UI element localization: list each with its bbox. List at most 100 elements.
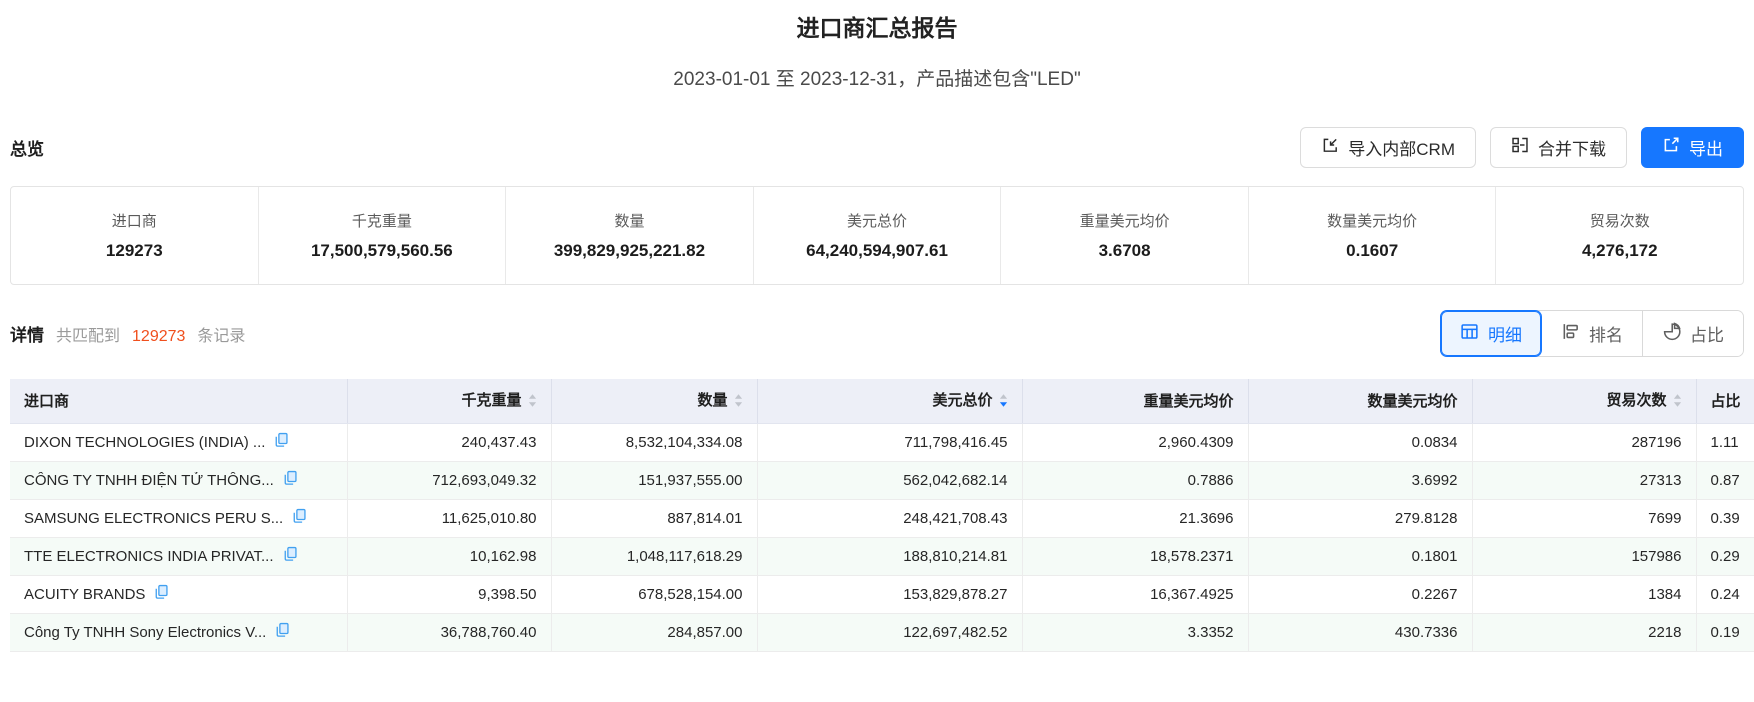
tab-ranking[interactable]: 排名 (1541, 311, 1642, 356)
cell-usd-total: 153,829,878.27 (756, 575, 1022, 614)
cell-trade-count: 1384 (1471, 575, 1696, 614)
importer-name: Công Ty TNHH Sony Electronics V... (24, 623, 267, 641)
col-header-usd-total[interactable]: 美元总价 (756, 379, 1022, 424)
cell-usd-total: 711,798,416.45 (756, 423, 1022, 462)
cell-usd-per-weight: 3.3352 (1021, 613, 1248, 652)
cell-kg-weight: 11,625,010.80 (346, 499, 551, 538)
page-title: 进口商汇总报告 (796, 15, 958, 41)
importer-name: SAMSUNG ELECTRONICS PERU S... (24, 509, 284, 527)
overview-stats-card: 进口商 129273 千克重量 17,500,579,560.56 数量 399… (10, 186, 1744, 285)
ranking-icon (1561, 322, 1580, 346)
match-prefix: 共匹配到 (56, 328, 121, 345)
cell-usd-per-weight: 16,367.4925 (1021, 575, 1248, 614)
match-count: 129273 (132, 328, 186, 345)
importer-name: TTE ELECTRONICS INDIA PRIVAT... (24, 547, 274, 565)
cell-usd-per-weight: 0.7886 (1021, 461, 1248, 500)
cell-usd-per-weight: 2,960.4309 (1021, 423, 1248, 462)
cell-usd-per-qty: 430.7336 (1247, 613, 1472, 652)
tab-proportion[interactable]: 占比 (1642, 311, 1743, 356)
cell-usd-per-weight: 18,578.2371 (1021, 537, 1248, 576)
table-row: DIXON TECHNOLOGIES (INDIA) ... 240,437.4… (10, 423, 1754, 462)
table-grid-icon (1460, 322, 1479, 346)
importer-table-container: 进口商 千克重量 数量 美元总价 重量美元均价 数量美元均价 贸易次数 占比 D… (10, 379, 1754, 652)
merge-icon (1511, 136, 1529, 159)
cell-kg-weight: 9,398.50 (346, 575, 551, 614)
view-tab-group: 明细 排名 占比 (1440, 310, 1744, 357)
stat-usd-per-qty: 数量美元均价 0.1607 (1247, 187, 1496, 284)
copy-icon[interactable] (283, 546, 298, 566)
importer-name: ACUITY BRANDS (24, 585, 146, 603)
col-header-trade-count[interactable]: 贸易次数 (1471, 379, 1696, 424)
tab-detail[interactable]: 明细 (1441, 311, 1541, 356)
stat-kg-weight: 千克重量 17,500,579,560.56 (257, 187, 506, 284)
cell-usd-per-weight: 21.3696 (1021, 499, 1248, 538)
cell-quantity: 151,937,555.00 (550, 461, 757, 500)
cell-quantity: 284,857.00 (550, 613, 757, 652)
copy-icon[interactable] (283, 470, 298, 490)
details-heading-group: 详情 共匹配到 129273 条记录 (10, 321, 245, 346)
table-row: CÔNG TY TNHH ĐIỆN TỬ THÔNG... 712,693,04… (10, 461, 1754, 500)
cell-trade-count: 27313 (1471, 461, 1696, 500)
stat-usd-per-weight: 重量美元均价 3.6708 (1000, 187, 1248, 284)
importer-name: DIXON TECHNOLOGIES (INDIA) ... (24, 433, 266, 451)
table-row: Công Ty TNHH Sony Electronics V... 36,78… (10, 613, 1754, 652)
merge-download-button[interactable]: 合并下载 (1490, 127, 1627, 168)
cell-trade-count: 7699 (1471, 499, 1696, 538)
cell-usd-per-qty: 3.6992 (1247, 461, 1472, 500)
importer-table: 进口商 千克重量 数量 美元总价 重量美元均价 数量美元均价 贸易次数 占比 D… (10, 379, 1754, 652)
overview-bar: 总览 导入内部CRM (10, 127, 1744, 168)
cell-kg-weight: 712,693,049.32 (346, 461, 551, 500)
page-subtitle: 2023-01-01 至 2023-12-31，产品描述包含"LED" (673, 69, 1081, 90)
export-button[interactable]: 导出 (1641, 127, 1744, 168)
import-icon (1321, 136, 1339, 159)
cell-share: 0.29 (1695, 537, 1754, 576)
importer-name: CÔNG TY TNHH ĐIỆN TỬ THÔNG... (24, 471, 274, 489)
sort-carets-icon (734, 393, 743, 412)
details-heading: 详情 (10, 326, 44, 345)
overview-heading: 总览 (10, 140, 44, 159)
cell-share: 0.24 (1695, 575, 1754, 614)
cell-usd-total: 122,697,482.52 (756, 613, 1022, 652)
cell-usd-total: 188,810,214.81 (756, 537, 1022, 576)
stat-quantity: 数量 399,829,925,221.82 (505, 187, 753, 284)
copy-icon[interactable] (274, 432, 289, 452)
copy-icon[interactable] (292, 508, 307, 528)
cell-usd-total: 562,042,682.14 (756, 461, 1022, 500)
col-header-kg-weight[interactable]: 千克重量 (346, 379, 551, 424)
col-header-share: 占比 (1695, 379, 1754, 424)
cell-share: 0.87 (1695, 461, 1754, 500)
sort-carets-icon (528, 393, 537, 412)
table-header-row: 进口商 千克重量 数量 美元总价 重量美元均价 数量美元均价 贸易次数 占比 (10, 379, 1754, 424)
cell-trade-count: 2218 (1471, 613, 1696, 652)
cell-kg-weight: 10,162.98 (346, 537, 551, 576)
cell-quantity: 8,532,104,334.08 (550, 423, 757, 462)
action-buttons: 导入内部CRM 合并下载 (1300, 127, 1744, 168)
copy-icon[interactable] (154, 584, 169, 604)
table-row: ACUITY BRANDS 9,398.50 678,528,154.00 15… (10, 575, 1754, 614)
cell-trade-count: 287196 (1471, 423, 1696, 462)
stat-trade-count: 贸易次数 4,276,172 (1495, 187, 1743, 284)
cell-usd-total: 248,421,708.43 (756, 499, 1022, 538)
copy-icon[interactable] (275, 622, 290, 642)
cell-share: 0.19 (1695, 613, 1754, 652)
cell-share: 0.39 (1695, 499, 1754, 538)
cell-usd-per-qty: 279.8128 (1247, 499, 1472, 538)
stat-usd-total: 美元总价 64,240,594,907.61 (752, 187, 1001, 284)
stat-importers: 进口商 129273 (105, 213, 163, 260)
cell-usd-per-qty: 0.1801 (1247, 537, 1472, 576)
table-row: SAMSUNG ELECTRONICS PERU S... 11,625,010… (10, 499, 1754, 538)
cell-quantity: 678,528,154.00 (550, 575, 757, 614)
sort-carets-icon (1673, 393, 1682, 412)
cell-quantity: 887,814.01 (550, 499, 757, 538)
pie-icon (1662, 321, 1681, 346)
import-crm-button[interactable]: 导入内部CRM (1300, 127, 1476, 168)
col-header-usd-per-weight: 重量美元均价 (1021, 379, 1248, 424)
cell-share: 1.11 (1695, 423, 1754, 462)
match-suffix: 条记录 (197, 328, 246, 345)
export-icon (1662, 136, 1680, 159)
sort-carets-desc-active-icon (999, 393, 1008, 412)
col-header-importer: 进口商 (10, 379, 347, 424)
cell-trade-count: 157986 (1471, 537, 1696, 576)
col-header-quantity[interactable]: 数量 (550, 379, 757, 424)
